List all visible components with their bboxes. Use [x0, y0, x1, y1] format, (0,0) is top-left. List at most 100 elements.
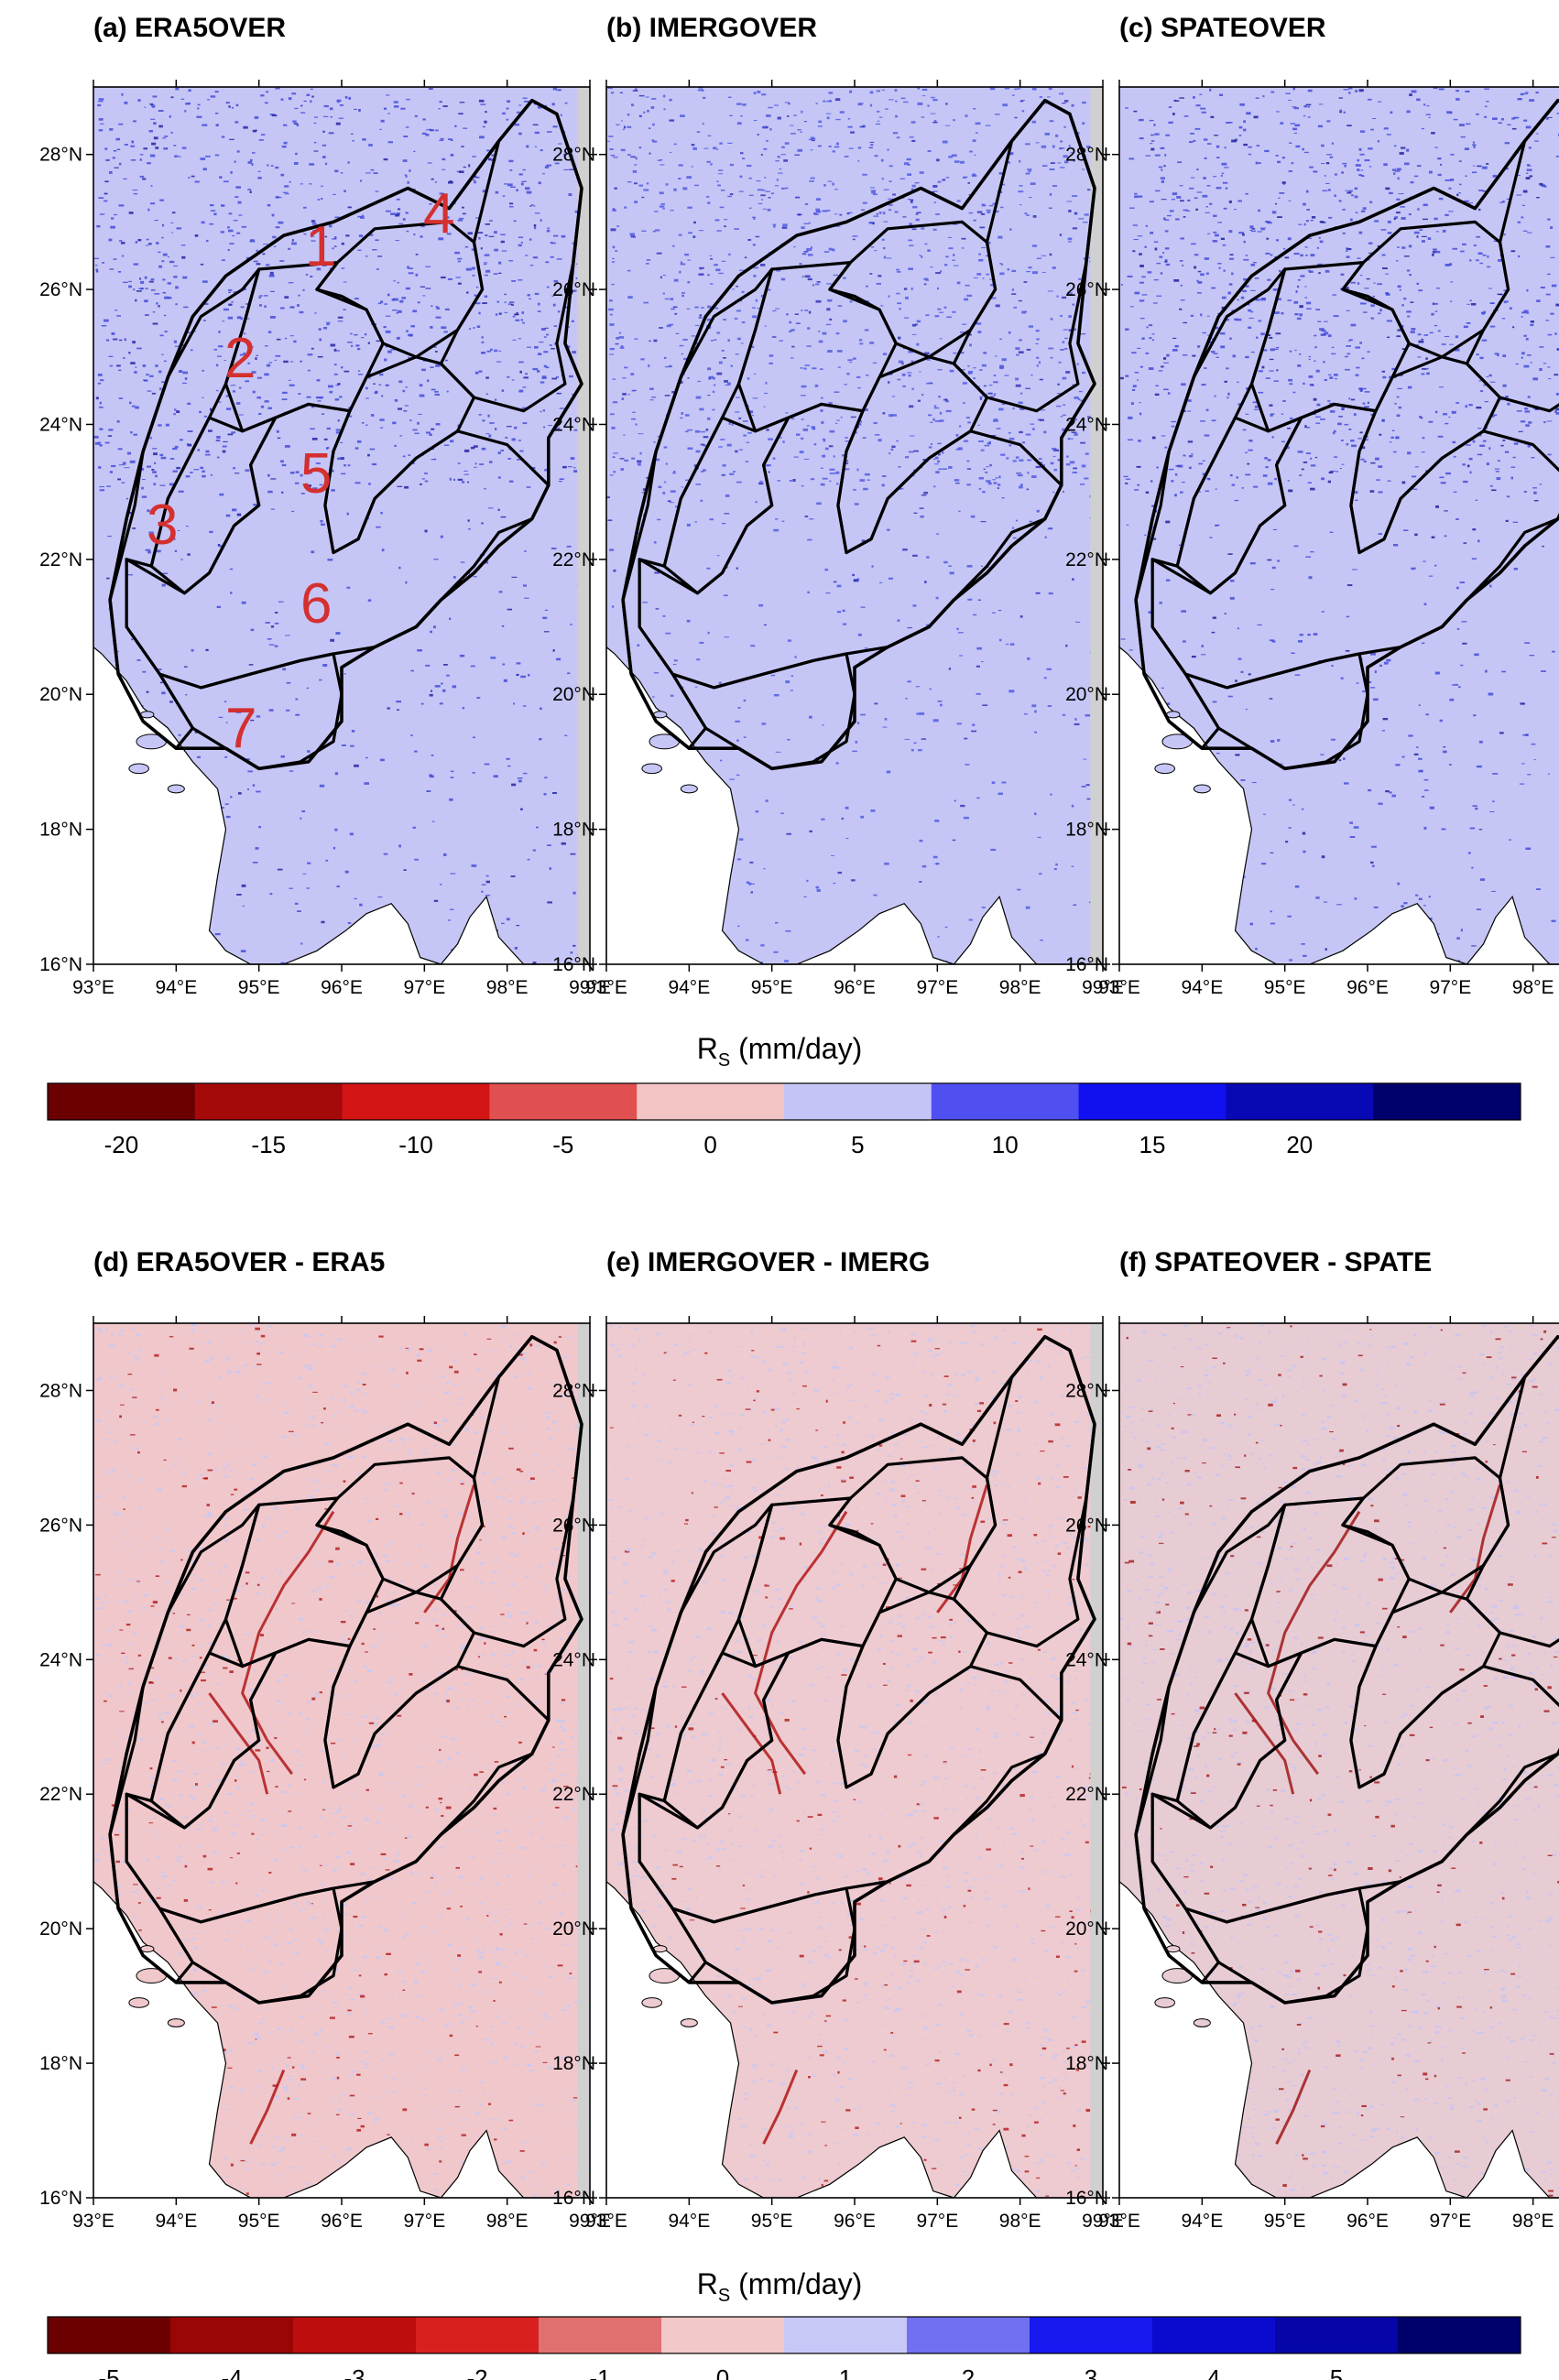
lon-tick-label: 93°E: [585, 2211, 627, 2232]
coastline: [93, 1881, 590, 2199]
lon-tick-label: 99°E: [569, 2211, 611, 2232]
island: [1193, 784, 1211, 794]
lat-tick-label: 22°N: [39, 1784, 82, 1805]
lat-tick-label: 28°N: [1065, 1380, 1108, 1401]
island: [167, 784, 185, 794]
basin-label-3: 3: [147, 494, 178, 557]
lon-tick-label: 93°E: [1098, 2211, 1140, 2232]
lat-tick-label: 26°N: [39, 279, 82, 300]
colorbar-swatch: [170, 2317, 294, 2353]
colorbar-bottom: RS (mm/day) -5 -4 -3 -2 -1 0 1 2 3 4 5: [47, 2267, 1521, 2380]
river-streaks: [208, 1483, 475, 2145]
colorbar-swatch: [907, 2317, 1030, 2353]
colorbar-tick-label: -3: [343, 2364, 365, 2380]
lon-tick-label: 97°E: [916, 2211, 958, 2232]
island: [680, 784, 698, 794]
map-panels: 93°E 94°E 95°E 96°E 97°E 98°E 99°E 16°N 18°N 20°N…: [39, 80, 1559, 2232]
lat-tick-label: 20°N: [39, 1918, 82, 1940]
basin-outer-boundary: [621, 98, 1096, 771]
colorbar-tick-label: 10: [992, 1131, 1019, 1158]
basin-outer-boundary: [1134, 1334, 1559, 2005]
no-data-strip: [1090, 1323, 1103, 2198]
lat-tick-label: 18°N: [1065, 2053, 1108, 2074]
colorbar-tick-label: 20: [1286, 1131, 1313, 1158]
colorbar-swatch: [1078, 1083, 1226, 1120]
lat-tick-label: 26°N: [1065, 1515, 1108, 1536]
lon-tick-label: 94°E: [668, 2211, 710, 2232]
lat-tick-label: 28°N: [1065, 145, 1108, 166]
colorbar-swatch: [489, 1083, 638, 1120]
island: [1154, 1997, 1176, 2008]
no-data-strip: [577, 1323, 590, 2198]
colorbar-swatch: [1030, 2317, 1153, 2353]
lon-tick-label: 98°E: [1512, 977, 1554, 998]
lat-tick-label: 24°N: [39, 1649, 82, 1670]
lat-tick-label: 28°N: [552, 145, 595, 166]
lon-tick-label: 95°E: [751, 977, 793, 998]
basin-boundaries: [621, 1334, 1096, 2005]
lon-tick-label: 96°E: [321, 2211, 363, 2232]
colorbar-tick-label: 0: [716, 2364, 729, 2380]
lon-tick-label: 94°E: [1181, 977, 1223, 998]
colorbar-top-axis-label: RS (mm/day): [697, 1032, 862, 1070]
basin-label-1: 1: [305, 215, 336, 278]
axis-ticks: 93°E94°E95°E96°E97°E98°E99°E16°N18°N20°N…: [1065, 80, 1554, 998]
basin-boundary: [1341, 1456, 1510, 1594]
basin-label-5: 5: [300, 442, 332, 505]
lon-tick-label: 93°E: [72, 2211, 114, 2232]
basin-boundary: [1465, 99, 1559, 413]
lon-tick-label: 97°E: [403, 977, 445, 998]
no-data-strip: [1090, 87, 1103, 964]
basin-outer-boundary: [108, 1334, 583, 2005]
lon-tick-label: 96°E: [834, 2211, 876, 2232]
colorbar-swatch: [1373, 1083, 1521, 1120]
basin-boundary: [158, 652, 343, 770]
lon-tick-label: 93°E: [585, 977, 627, 998]
colorbar-tick-label: -4: [221, 2364, 242, 2380]
basin-boundary: [1341, 220, 1510, 359]
lat-tick-label: 20°N: [39, 684, 82, 705]
basin-boundary: [670, 1886, 856, 2005]
lat-tick-label: 28°N: [552, 1380, 595, 1401]
colorbar-swatch: [1275, 2317, 1399, 2353]
lon-tick-label: 97°E: [916, 977, 958, 998]
lon-tick-label: 94°E: [1181, 2211, 1223, 2232]
coastline: [605, 1881, 1103, 2199]
field-speckle: [1119, 87, 1559, 964]
no-data-strip: [577, 87, 590, 964]
colorbar-tick-label: 0: [703, 1131, 716, 1158]
colorbar-tick-label: -1: [589, 2364, 610, 2380]
lat-tick-label: 22°N: [552, 1784, 595, 1805]
lon-tick-label: 94°E: [155, 2211, 197, 2232]
lat-tick-label: 16°N: [1065, 2188, 1108, 2209]
lat-tick-label: 26°N: [39, 1515, 82, 1536]
basin-boundaries: [621, 98, 1096, 771]
colorbar-tick-label: -10: [398, 1131, 433, 1158]
basin-label-6: 6: [300, 572, 332, 636]
basin-boundaries: [108, 98, 583, 771]
basin-boundary: [828, 1456, 998, 1594]
colorbar-swatch: [1152, 2317, 1276, 2353]
basin-boundaries: [108, 1334, 583, 2005]
colorbar-swatch: [539, 2317, 662, 2353]
river-streaks: [721, 1483, 988, 2145]
lat-tick-label: 18°N: [39, 820, 82, 841]
lon-tick-label: 93°E: [1098, 977, 1140, 998]
colorbar-tick-label: 1: [839, 2364, 852, 2380]
colorbar-top: RS (mm/day) -20 -15 -10 -5 0 5 10 15 20: [47, 1032, 1521, 1158]
lat-tick-label: 22°N: [1065, 1784, 1108, 1805]
lat-tick-label: 16°N: [39, 954, 82, 975]
field-speckle: [93, 87, 590, 964]
river-streaks: [1234, 1483, 1501, 2145]
lon-tick-label: 98°E: [486, 977, 529, 998]
basin-outer-boundary: [1134, 98, 1559, 771]
axis-ticks: 93°E94°E95°E96°E97°E98°E99°E16°N18°N20°N…: [1065, 1316, 1554, 2232]
basin-label-4: 4: [423, 182, 454, 245]
colorbar-swatch: [1398, 2317, 1521, 2353]
